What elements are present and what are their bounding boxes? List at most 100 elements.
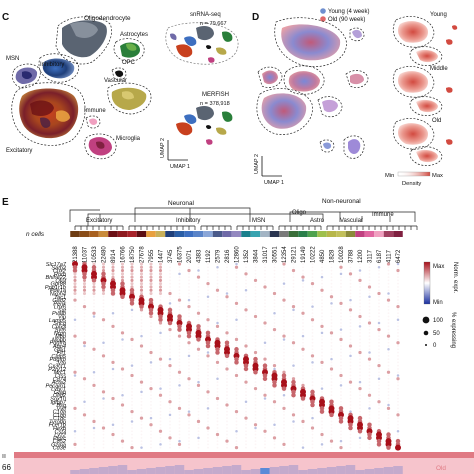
expression-dot [226,377,228,380]
expression-dot [245,377,247,380]
cluster-color-cell [326,231,337,237]
expression-dot [235,305,238,308]
expression-dot [102,436,105,439]
expression-dot [311,341,314,344]
expression-dot [245,299,247,301]
age-bar-column [345,465,356,474]
expression-dot [292,423,295,426]
expression-dot [359,263,361,265]
cluster-color-cell [98,231,109,237]
expression-dot [102,328,105,331]
expression-dot [311,371,314,374]
expression-dot [121,400,124,403]
gene-label: Mbp [55,334,66,340]
expression-dot [197,440,200,443]
expression-dot [319,409,325,414]
expression-dot [387,348,390,351]
expression-dot [378,279,380,282]
expression-dot [387,403,390,407]
expression-dot [226,312,228,315]
expression-dot [159,404,162,406]
expression-dot [235,295,238,298]
expression-dot [169,446,171,449]
expression-dot [396,430,400,433]
expression-dot [301,275,305,279]
expression-dot [254,305,257,308]
expression-dot [376,442,382,447]
expression-dot [340,423,342,426]
expression-dot [150,427,152,429]
expression-dot [358,350,362,355]
expression-dot [83,325,86,328]
expression-dot [207,410,209,413]
density-young-label: Young [430,12,447,18]
expression-dot [349,443,352,446]
expression-dot [245,295,247,298]
expression-dot [302,289,304,292]
expression-dot [349,328,352,331]
expression-dot [310,389,315,395]
expression-dot [395,444,401,451]
expression-dot [140,374,143,377]
expression-dot [74,295,76,298]
expression-dot [102,364,105,367]
expression-dot [368,312,371,315]
expression-dot [387,368,390,370]
expression-dot [112,345,114,347]
expression-dot [206,407,210,410]
expression-dot [387,417,390,420]
expression-dot [102,387,105,390]
cluster-color-cell [146,231,156,237]
expression-dot [207,436,209,439]
expression-dot [169,286,171,288]
expression-dot [235,309,238,311]
density-old: Old [392,118,453,166]
expression-dot [397,299,399,301]
expression-dot [140,318,143,321]
expression-dot [397,312,399,315]
expression-dot [311,338,314,341]
expression-dot [368,328,371,331]
expression-dot [74,400,76,403]
expression-dot [140,341,143,344]
expression-dot [245,292,247,295]
inhibitory-group-label: Inhibitory [176,218,200,224]
expression-dot [359,413,361,416]
expression-dot [110,287,116,293]
expression-dot [349,315,352,318]
expression-dot [169,305,171,308]
expression-dot [283,397,285,400]
expression-dot [340,309,342,311]
percent-50: 50 [433,331,440,337]
expression-dot [254,269,257,272]
expression-dot [330,325,333,328]
panel-d-umap2-label: UMAP 2 [254,154,260,174]
expression-dot [368,377,371,380]
expression-dot [302,299,304,301]
expression-dot [205,340,211,345]
expression-dot [330,282,333,285]
expression-dot [310,399,315,405]
expression-dot [159,295,162,298]
expression-dot [283,295,285,298]
expression-dot [235,371,238,374]
n-cells-value: 18750 [130,246,136,263]
expression-dot [368,371,371,374]
expression-dot [226,413,228,416]
expression-dot [273,302,276,305]
expression-dot [140,384,143,387]
expression-dot [121,427,124,429]
gene-label: Lyz2 [54,433,67,439]
expression-dot [397,289,399,292]
expression-dot [368,443,371,446]
expression-dot [368,282,371,285]
expression-dot [140,404,143,406]
expression-dot [245,282,247,285]
expression-dot [282,334,286,338]
expression-dot [272,364,277,368]
expression-dot [102,345,105,347]
expression-dot [140,440,143,443]
expression-dot [169,423,171,426]
expression-dot [254,302,257,305]
expression-dot [178,387,181,390]
